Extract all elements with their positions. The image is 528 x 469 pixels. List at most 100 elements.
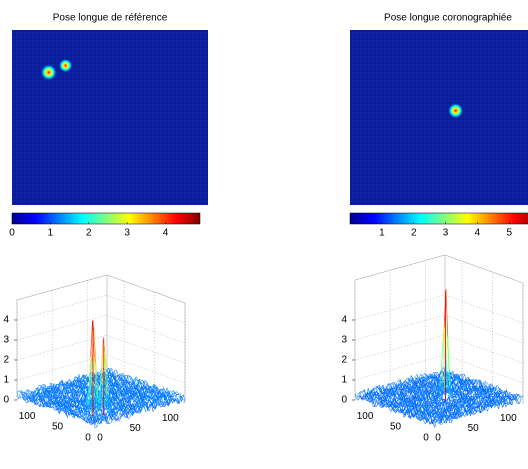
mesh-segment <box>108 391 111 397</box>
mesh-segment <box>72 404 75 408</box>
mesh-segment <box>117 419 120 421</box>
mesh-segment <box>81 400 84 404</box>
mesh-segment <box>138 389 141 393</box>
mesh-segment <box>25 389 29 393</box>
mesh-segment <box>79 393 82 396</box>
mesh-segment <box>141 391 144 393</box>
mesh-segment <box>86 378 89 385</box>
mesh-segment <box>149 397 152 400</box>
mesh-segment <box>106 393 109 408</box>
mesh-segment <box>147 388 150 390</box>
mesh-segment <box>74 399 78 402</box>
mesh-segment <box>121 404 124 407</box>
mesh-segment <box>82 395 85 400</box>
colorbar-tick-label: 3 <box>443 228 449 239</box>
mesh-segment <box>161 400 164 402</box>
mesh-segment <box>136 380 140 386</box>
mesh-segment <box>74 384 78 390</box>
mesh-segment <box>133 407 136 413</box>
mesh-segment <box>36 402 39 405</box>
mesh-segment <box>152 407 156 412</box>
mesh-segment <box>20 392 23 398</box>
mesh-segment <box>132 403 135 409</box>
mesh-segment <box>136 411 139 414</box>
image-background <box>12 30 208 205</box>
mesh-segment <box>58 400 61 404</box>
mesh-segment <box>67 384 70 388</box>
mesh-segment <box>73 392 76 396</box>
mesh-segment <box>111 418 114 422</box>
mesh-segment <box>60 408 63 411</box>
mesh-segment <box>164 401 167 407</box>
mesh-segment <box>65 381 68 385</box>
mesh-segment <box>100 419 103 422</box>
mesh-segment <box>119 416 122 421</box>
mesh-segment <box>117 373 120 376</box>
mesh-segment <box>181 394 184 398</box>
mesh-segment <box>137 403 140 406</box>
mesh-segment <box>41 391 44 394</box>
mesh-segment <box>487 383 490 386</box>
mesh-segment <box>69 399 72 402</box>
mesh-segment <box>115 397 118 402</box>
mesh-segment <box>104 417 107 420</box>
mesh-segment <box>53 398 56 403</box>
mesh-segment <box>115 418 118 421</box>
z-tick-label: 4 <box>3 315 9 326</box>
mesh-segment <box>452 374 455 376</box>
mesh-segment <box>57 404 60 413</box>
mesh-segment <box>80 417 83 420</box>
mesh-segment <box>135 395 138 402</box>
mesh-segment <box>125 393 128 397</box>
mesh-segment <box>58 402 61 407</box>
mesh-segment <box>100 389 104 392</box>
mesh-segment <box>124 381 127 385</box>
mesh-segment <box>75 398 78 405</box>
mesh-segment <box>62 400 65 404</box>
mesh-segment <box>52 402 56 407</box>
mesh-segment <box>85 416 88 423</box>
mesh-segment <box>63 385 66 389</box>
mesh-segment <box>163 387 166 394</box>
mesh-segment <box>100 417 103 421</box>
mesh-segment <box>117 382 120 385</box>
mesh-segment <box>110 414 113 416</box>
mesh-segment <box>104 393 107 408</box>
mesh-segment <box>128 404 131 410</box>
mesh-segment <box>55 389 58 392</box>
mesh-segment <box>86 411 89 414</box>
mesh-segment <box>149 392 152 394</box>
mesh-segment <box>105 407 108 411</box>
mesh-segment <box>32 394 35 396</box>
mesh-segment <box>37 404 40 407</box>
mesh-segment <box>67 393 70 400</box>
mesh-segment <box>68 403 72 406</box>
mesh-segment <box>81 399 84 402</box>
mesh-segment <box>161 397 164 405</box>
grid-line <box>444 354 524 384</box>
mesh-segment <box>144 386 147 389</box>
mesh-segment <box>139 402 142 408</box>
mesh-segment <box>78 387 82 393</box>
mesh-segment <box>166 390 169 393</box>
mesh-segment <box>159 396 162 405</box>
grid-line <box>106 314 186 344</box>
mesh-segment <box>85 420 88 422</box>
mesh-segment <box>149 404 152 411</box>
mesh-segment <box>80 390 83 393</box>
mesh-segment <box>94 414 97 417</box>
mesh-segment <box>140 381 143 385</box>
mesh-segment <box>59 390 62 395</box>
mesh-segment <box>140 392 143 398</box>
mesh-segment <box>23 396 26 398</box>
mesh-segment <box>61 392 64 395</box>
mesh-segment <box>144 401 147 403</box>
mesh-segment <box>21 397 24 401</box>
mesh-segment <box>134 408 137 413</box>
mesh-segment <box>127 404 130 408</box>
mesh-segment <box>122 378 125 381</box>
mesh-segment <box>481 384 485 389</box>
mesh-segment <box>54 384 57 388</box>
mesh-segment <box>123 396 125 398</box>
mesh-segment <box>115 377 118 385</box>
